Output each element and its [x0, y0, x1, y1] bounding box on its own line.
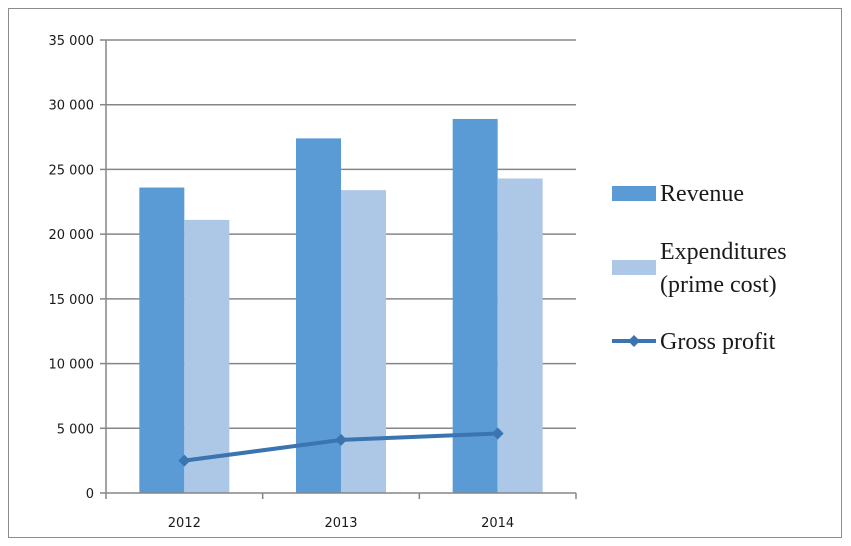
gross-profit-point [335, 433, 347, 446]
y-tick-label: 0 [86, 487, 94, 502]
legend: Revenue Expenditures (prime cost) Gross pro… [612, 181, 787, 355]
x-tick-label: 2013 [324, 516, 357, 531]
x-tick-label: 2012 [168, 516, 201, 531]
y-tick-label: 10 000 [49, 358, 95, 373]
y-tick-label: 25 000 [49, 163, 95, 178]
y-tick-label: 35 000 [49, 34, 95, 49]
legend-label: Revenue [660, 181, 744, 207]
bars [139, 118, 543, 494]
y-tick-label: 15 000 [49, 293, 95, 308]
bar-expenditures-2012 [184, 219, 230, 494]
bar-revenue-2013 [296, 138, 341, 493]
bar-expenditures-2014 [497, 178, 543, 493]
y-tick-label: 30 000 [49, 99, 95, 114]
legend-swatch-1 [612, 260, 656, 275]
y-tick-label: 20 000 [49, 228, 95, 243]
legend-label: (prime cost) [660, 272, 777, 298]
bar-revenue-2014 [452, 118, 498, 494]
legend-swatch-0 [612, 186, 656, 201]
gross-profit-series [178, 427, 504, 467]
gross-profit-point [178, 454, 191, 467]
legend-label: Expenditures [660, 239, 787, 265]
gross-profit-point [491, 427, 504, 440]
axes [100, 39, 577, 499]
legend-marker-2 [628, 335, 640, 347]
legend-label: Gross profit [660, 329, 776, 355]
bar-revenue-2012 [139, 187, 185, 493]
bar-expenditures-2013 [341, 190, 386, 493]
y-tick-label: 5 000 [57, 422, 94, 437]
x-tick-label: 2014 [481, 516, 514, 531]
tick-labels: 0 5 000 10 000 15 000 20 000 25 000 30 000 35 0… [49, 34, 515, 531]
